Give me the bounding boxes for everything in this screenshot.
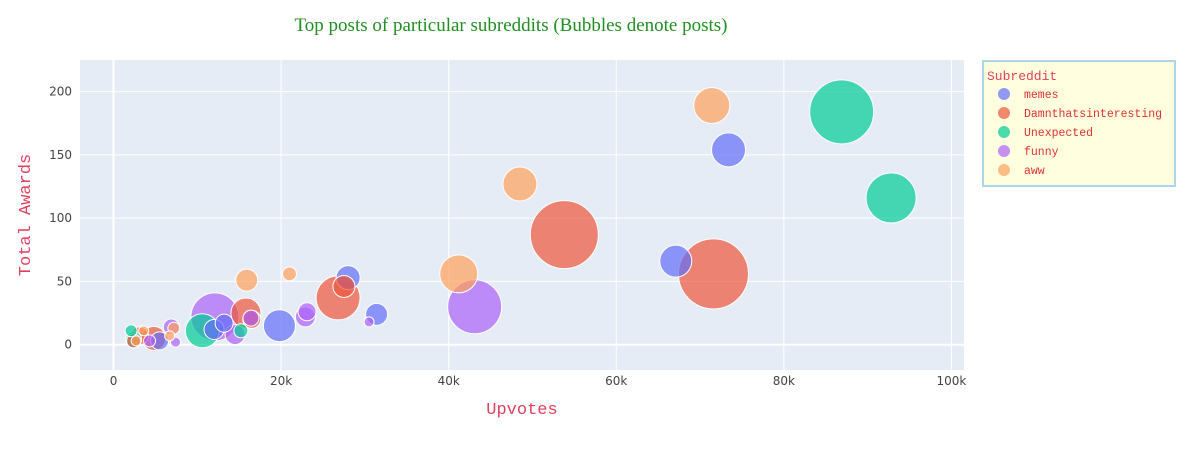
legend-label: memes [1024,89,1059,102]
x-tick-label: 20k [270,374,292,388]
y-tick-label: 0 [64,338,72,352]
bubble-unexpected[interactable] [865,172,917,224]
legend-label: funny [1024,146,1059,159]
data-points [124,79,917,351]
x-tick-label: 80k [773,374,795,388]
legend-item-memes[interactable]: memes [998,88,1059,102]
bubble-aww[interactable] [164,330,176,342]
x-tick-label: 40k [438,374,460,388]
legend-marker [998,145,1010,157]
bubble-aww[interactable] [502,166,538,202]
bubble-aww[interactable] [235,268,259,292]
bubble-unexpected[interactable] [124,324,138,338]
y-tick-label: 150 [49,148,72,162]
legend-label: Damnthatsinteresting [1024,108,1162,121]
bubble-damnthatsinteresting[interactable] [529,200,599,270]
y-tick-label: 200 [49,85,72,99]
bubble-memes[interactable] [214,313,234,333]
chart-title: Top posts of particular subreddits (Bubb… [295,15,728,36]
legend[interactable]: Subreddit memes Damnthatsinteresting Unexp… [982,60,1176,187]
legend-marker [998,164,1010,176]
legend-marker [998,88,1010,100]
legend-marker [998,126,1010,138]
legend-item-unexpected[interactable]: Unexpected [998,126,1093,140]
bubble-aww[interactable] [130,335,142,347]
x-tick-label: 0 [110,374,118,388]
y-tick-label: 100 [49,211,72,225]
legend-box [982,60,1176,187]
bubble-unexpected[interactable] [809,79,875,145]
legend-item-damnthatsinteresting[interactable]: Damnthatsinteresting [998,107,1162,121]
bubble-damnthatsinteresting[interactable] [677,238,749,310]
bubble-memes[interactable] [711,132,747,168]
y-axis-title: Total Awards [17,154,36,276]
legend-item-aww[interactable]: aww [998,164,1045,178]
x-tick-label: 100k [937,374,967,388]
bubble-aww[interactable] [281,266,297,282]
x-tick-label: 60k [605,374,627,388]
bubble-memes[interactable] [262,309,296,343]
bubble-aww[interactable] [693,87,731,125]
legend-marker [998,107,1010,119]
bubble-funny[interactable] [143,334,157,348]
bubble-memes[interactable] [659,244,693,278]
bubble-unexpected[interactable] [233,323,249,339]
legend-label: Unexpected [1024,127,1093,140]
bubble-funny[interactable] [363,316,375,328]
bubble-aww[interactable] [138,325,150,337]
y-axis-ticks: 0 50 100 150 200 [49,85,72,352]
bubble-aww[interactable] [439,254,479,294]
x-axis-title: Upvotes [486,401,557,420]
x-axis-ticks: 0 20k 40k 60k 80k 100k [110,374,967,388]
bubble-funny[interactable] [297,302,317,322]
y-tick-label: 50 [57,274,72,288]
legend-items[interactable]: memes Damnthatsinteresting Unexpected funny… [998,88,1162,178]
legend-label: aww [1024,165,1045,178]
legend-title: Subreddit [987,69,1057,84]
bubble-damnthatsinteresting[interactable] [332,274,356,298]
bubble-funny[interactable] [242,309,260,327]
legend-item-funny[interactable]: funny [998,145,1059,159]
